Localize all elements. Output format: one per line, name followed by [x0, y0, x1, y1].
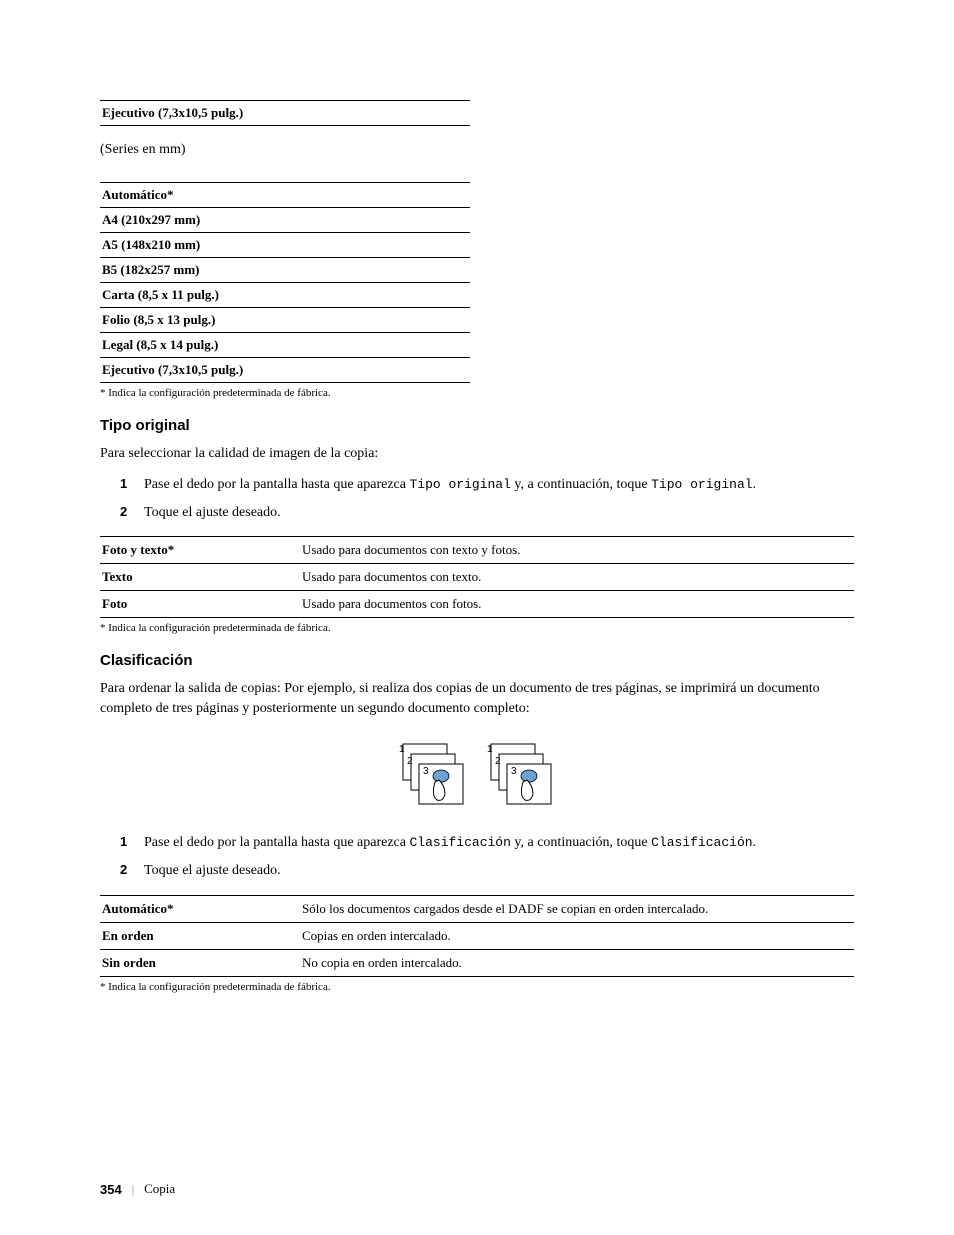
page-footer: 354 | Copia	[100, 1181, 175, 1197]
mm-series-table: Automático* A4 (210x297 mm) A5 (148x210 …	[100, 182, 470, 383]
text-run: Pase el dedo por la pantalla hasta que a…	[144, 835, 409, 850]
intro-clas: Para ordenar la salida de copias: Por ej…	[100, 679, 854, 718]
page-stack-icon: 1 2 3	[485, 738, 557, 810]
table-cell-label: Texto	[100, 563, 300, 590]
step-number: 2	[120, 504, 144, 522]
table-cell-desc: Sólo los documentos cargados desde el DA…	[300, 895, 854, 922]
footnote: * Indica la configuración predeterminada…	[100, 387, 854, 399]
table-cell: A4 (210x297 mm)	[100, 208, 470, 233]
footer-divider: |	[132, 1182, 134, 1197]
svg-text:1: 1	[487, 744, 493, 755]
collation-diagram: 1 2 3 1 2 3	[100, 738, 854, 810]
mono-run: Clasificación	[651, 835, 752, 850]
steps-clas: 1 Pase el dedo por la pantalla hasta que…	[120, 834, 854, 880]
table-cell: Legal (8,5 x 14 pulg.)	[100, 333, 470, 358]
table-cell: Ejecutivo (7,3x10,5 pulg.)	[100, 358, 470, 383]
page-stack-icon: 1 2 3	[397, 738, 469, 810]
step-item: 2 Toque el ajuste deseado.	[120, 504, 854, 522]
text-run: y, a continuación, toque	[511, 835, 651, 850]
footnote: * Indica la configuración predeterminada…	[100, 622, 854, 634]
table-cell-desc: Usado para documentos con fotos.	[300, 590, 854, 617]
table-cell: Folio (8,5 x 13 pulg.)	[100, 308, 470, 333]
footnote: * Indica la configuración predeterminada…	[100, 981, 854, 993]
step-text: Pase el dedo por la pantalla hasta que a…	[144, 834, 854, 852]
text-run: Pase el dedo por la pantalla hasta que a…	[144, 477, 409, 492]
table-cell-label: Sin orden	[100, 949, 300, 976]
heading-clasificacion: Clasificación	[100, 652, 854, 669]
table-cell-label: En orden	[100, 922, 300, 949]
page-number: 354	[100, 1182, 122, 1197]
text-run: .	[753, 835, 757, 850]
step-item: 1 Pase el dedo por la pantalla hasta que…	[120, 834, 854, 852]
step-item: 1 Pase el dedo por la pantalla hasta que…	[120, 476, 854, 494]
series-note: (Series en mm)	[100, 142, 854, 158]
step-item: 2 Toque el ajuste deseado.	[120, 862, 854, 880]
svg-text:3: 3	[423, 766, 429, 777]
step-number: 2	[120, 862, 144, 880]
mono-run: Tipo original	[651, 477, 752, 492]
page-content: Ejecutivo (7,3x10,5 pulg.) (Series en mm…	[100, 100, 854, 993]
text-run: .	[753, 477, 757, 492]
tipo-table: Foto y texto* Usado para documentos con …	[100, 536, 854, 618]
step-text: Toque el ajuste deseado.	[144, 504, 854, 522]
clas-table: Automático* Sólo los documentos cargados…	[100, 895, 854, 977]
table-cell: Automático*	[100, 183, 470, 208]
intro-tipo: Para seleccionar la calidad de imagen de…	[100, 444, 854, 464]
table-cell-label: Foto	[100, 590, 300, 617]
table-cell-label: Automático*	[100, 895, 300, 922]
svg-text:2: 2	[495, 756, 501, 767]
top-single-row-table: Ejecutivo (7,3x10,5 pulg.)	[100, 100, 470, 126]
heading-tipo-original: Tipo original	[100, 417, 854, 434]
mono-run: Clasificación	[409, 835, 510, 850]
step-text: Pase el dedo por la pantalla hasta que a…	[144, 476, 854, 494]
table-cell: Ejecutivo (7,3x10,5 pulg.)	[100, 101, 470, 126]
step-number: 1	[120, 476, 144, 494]
step-number: 1	[120, 834, 144, 852]
svg-text:1: 1	[399, 744, 405, 755]
footer-label: Copia	[144, 1181, 175, 1197]
table-cell-desc: Copias en orden intercalado.	[300, 922, 854, 949]
table-cell: A5 (148x210 mm)	[100, 233, 470, 258]
svg-text:2: 2	[407, 756, 413, 767]
table-cell-label: Foto y texto*	[100, 536, 300, 563]
table-cell-desc: Usado para documentos con texto.	[300, 563, 854, 590]
table-cell: Carta (8,5 x 11 pulg.)	[100, 283, 470, 308]
table-cell-desc: No copia en orden intercalado.	[300, 949, 854, 976]
table-cell-desc: Usado para documentos con texto y fotos.	[300, 536, 854, 563]
svg-text:3: 3	[511, 766, 517, 777]
table-cell: B5 (182x257 mm)	[100, 258, 470, 283]
steps-tipo: 1 Pase el dedo por la pantalla hasta que…	[120, 476, 854, 522]
mono-run: Tipo original	[409, 477, 510, 492]
step-text: Toque el ajuste deseado.	[144, 862, 854, 880]
text-run: y, a continuación, toque	[511, 477, 651, 492]
